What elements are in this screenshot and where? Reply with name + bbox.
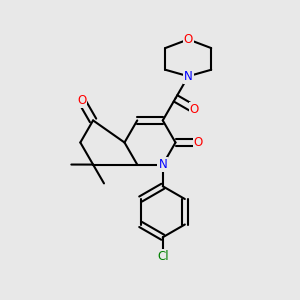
Text: Cl: Cl [157,250,169,263]
Text: O: O [184,33,193,46]
Text: O: O [194,136,203,149]
Text: O: O [77,94,86,107]
Text: N: N [184,70,193,83]
Text: N: N [158,158,167,171]
Text: O: O [190,103,199,116]
